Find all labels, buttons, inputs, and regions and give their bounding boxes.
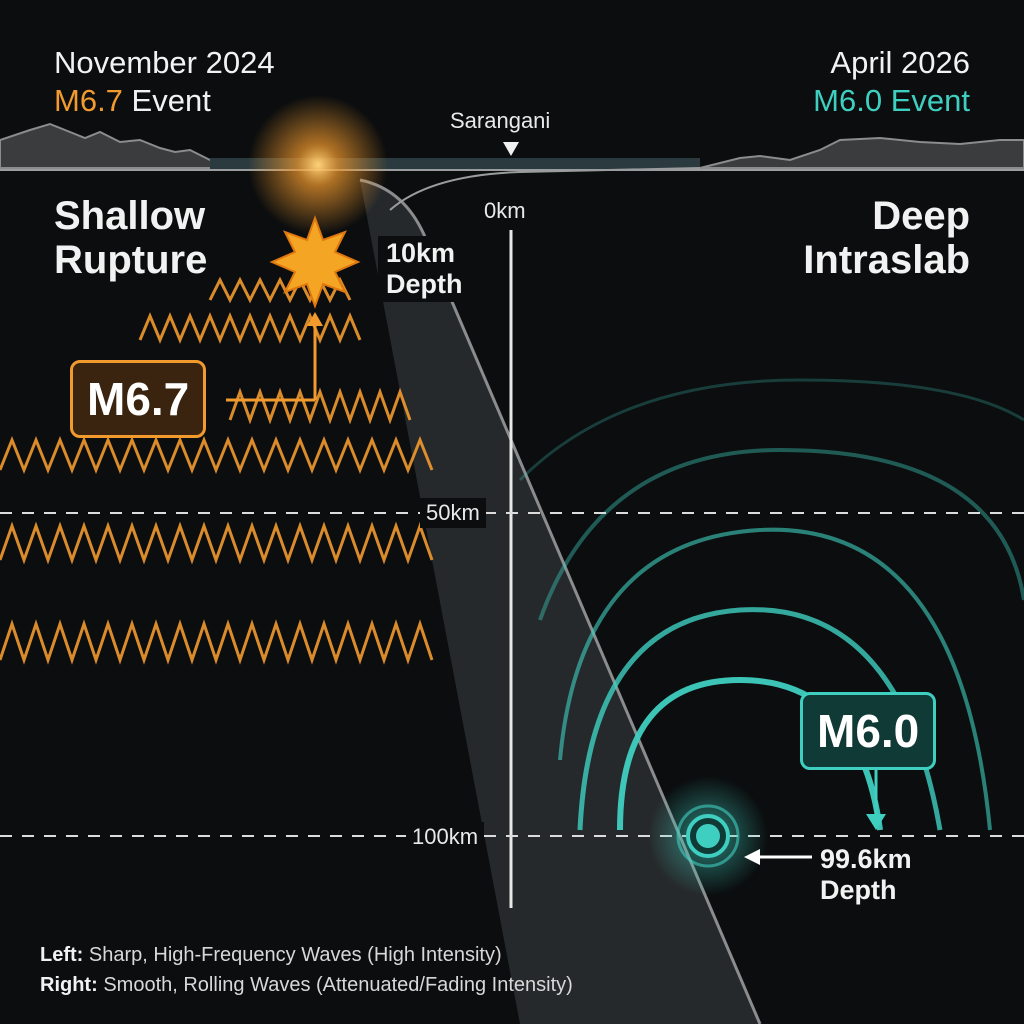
right-depth-value: 99.6km <box>820 844 912 874</box>
location-marker-icon <box>503 142 519 156</box>
left-magnitude-badge: M6.7 <box>70 360 207 438</box>
left-depth-value: 10km <box>386 238 456 268</box>
right-magnitude-badge: M6.0 <box>800 692 937 770</box>
high-frequency-waves <box>0 276 434 665</box>
left-depth-word: Depth <box>386 269 463 299</box>
left-event-magnitude: M6.7 <box>54 83 123 118</box>
right-type-line1: Deep <box>872 194 970 238</box>
depth-tick-50km: 50km <box>420 498 486 528</box>
hypocenter-star-icon <box>269 215 361 309</box>
right-event-header: April 2026 M6.0 Event <box>813 44 970 120</box>
right-event-date: April 2026 <box>830 45 970 80</box>
hypocenter-deep-icon <box>676 804 740 868</box>
left-type-line2: Rupture <box>54 238 208 282</box>
left-event-date: November 2024 <box>54 45 275 80</box>
right-event-word: Event <box>890 83 970 118</box>
left-event-word: Event <box>131 83 211 118</box>
left-event-header: November 2024 M6.7 Event <box>54 44 275 120</box>
legend-left-key: Left: <box>40 944 84 966</box>
depth-tick-100km: 100km <box>406 822 485 852</box>
terrain-right <box>699 136 1024 169</box>
depth-tick-0km: 0km <box>478 196 532 226</box>
legend-left-text: Sharp, High-Frequency Waves (High Intens… <box>88 944 502 966</box>
legend-right-text: Smooth, Rolling Waves (Attenuated/Fading… <box>103 974 573 996</box>
legend-right: Right: Smooth, Rolling Waves (Attenuated… <box>40 970 573 1000</box>
right-type-line2: Intraslab <box>803 238 970 282</box>
right-depth-label: 99.6km Depth <box>820 844 912 906</box>
left-type-line1: Shallow <box>54 194 206 238</box>
right-event-magnitude: M6.0 <box>813 83 883 118</box>
legend: Left: Sharp, High-Frequency Waves (High … <box>40 940 573 1000</box>
left-depth-label: 10km Depth <box>378 236 471 302</box>
location-label: Sarangani <box>450 108 551 133</box>
legend-right-key: Right: <box>40 974 98 996</box>
left-event-type: Shallow Rupture <box>54 194 207 282</box>
legend-left: Left: Sharp, High-Frequency Waves (High … <box>40 940 573 970</box>
right-event-type: Deep Intraslab <box>803 194 970 282</box>
terrain-left <box>0 122 231 169</box>
right-depth-word: Depth <box>820 875 897 905</box>
